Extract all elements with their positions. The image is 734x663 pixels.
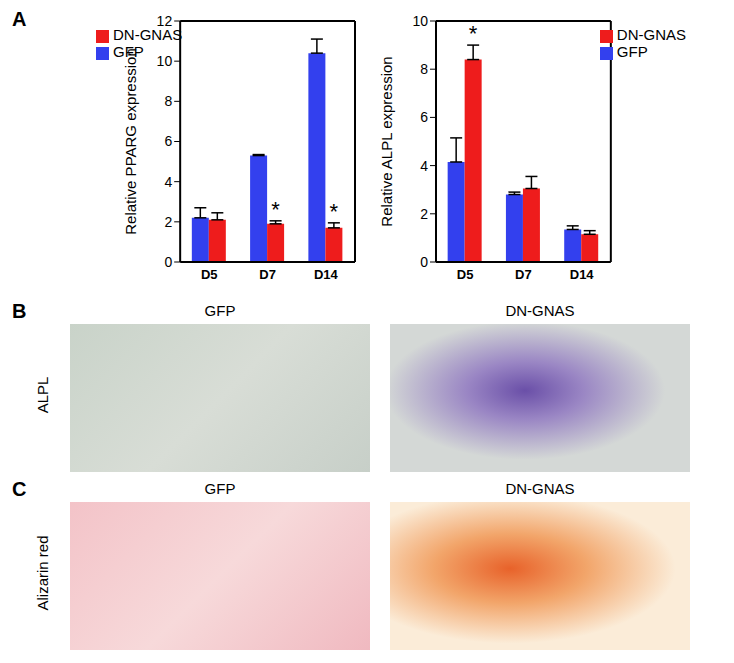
svg-text:0: 0	[420, 254, 428, 270]
svg-text:8: 8	[164, 93, 172, 109]
svg-text:4: 4	[164, 174, 172, 190]
svg-text:D7: D7	[515, 267, 532, 282]
svg-text:8: 8	[420, 61, 428, 77]
svg-text:D5: D5	[201, 267, 218, 282]
svg-text:10: 10	[412, 13, 428, 29]
svg-text:D7: D7	[259, 267, 276, 282]
svg-text:4: 4	[420, 158, 428, 174]
svg-text:12: 12	[157, 13, 173, 29]
svg-text:*: *	[330, 199, 339, 224]
svg-text:0: 0	[164, 254, 172, 270]
svg-text:D5: D5	[457, 267, 474, 282]
svg-text:*: *	[271, 197, 280, 222]
svg-text:D14: D14	[570, 267, 595, 282]
svg-text:Relative ALPL expression: Relative ALPL expression	[378, 56, 395, 226]
svg-text:10: 10	[157, 53, 173, 69]
svg-text:Relative PPARG expression: Relative PPARG expression	[122, 48, 139, 234]
svg-text:6: 6	[420, 109, 428, 125]
svg-text:D14: D14	[314, 267, 339, 282]
svg-text:*: *	[469, 21, 478, 46]
svg-text:2: 2	[164, 214, 172, 230]
svg-text:6: 6	[164, 133, 172, 149]
svg-text:2: 2	[420, 206, 428, 222]
